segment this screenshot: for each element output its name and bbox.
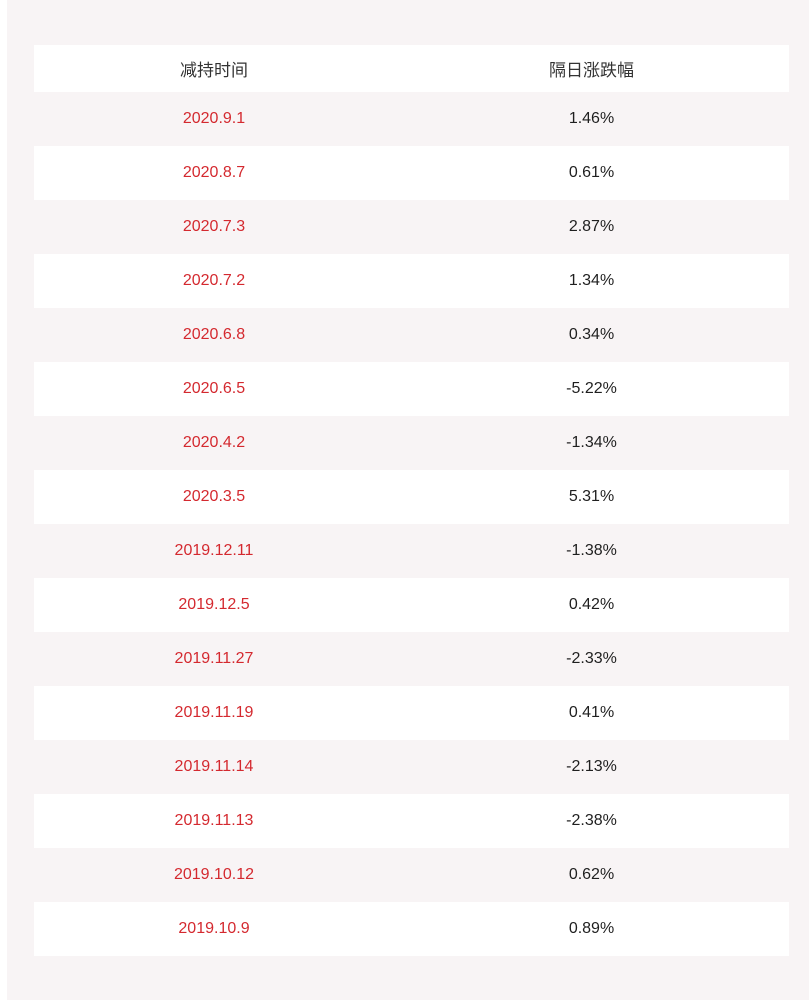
row-date: 2020.7.3 bbox=[182, 218, 246, 235]
row-change: 0.62% bbox=[568, 866, 615, 883]
row-change: -5.22% bbox=[566, 380, 617, 397]
row-change: 0.61% bbox=[568, 164, 615, 181]
row-change: 1.34% bbox=[568, 272, 615, 289]
row-date: 2020.7.2 bbox=[182, 272, 246, 289]
table-row: 2020.6.5 -5.22% bbox=[34, 362, 789, 416]
row-change: -1.38% bbox=[566, 542, 617, 559]
row-change: 0.42% bbox=[568, 596, 615, 613]
table-row: 2019.12.5 0.42% bbox=[34, 578, 789, 632]
row-change: -2.13% bbox=[566, 758, 617, 775]
row-date: 2020.4.2 bbox=[182, 434, 246, 451]
row-change: 0.34% bbox=[568, 326, 615, 343]
table-row: 2019.11.13 -2.38% bbox=[34, 794, 789, 848]
row-change: 5.31% bbox=[568, 488, 615, 505]
row-change: -1.34% bbox=[566, 434, 617, 451]
table-row: 2019.10.12 0.62% bbox=[34, 848, 789, 902]
table-row: 2020.7.3 2.87% bbox=[34, 200, 789, 254]
row-date: 2019.11.19 bbox=[174, 704, 254, 721]
table-row: 2020.4.2 -1.34% bbox=[34, 416, 789, 470]
row-change: 2.87% bbox=[568, 218, 615, 235]
row-date: 2020.6.8 bbox=[182, 326, 246, 343]
header-change: 隔日涨跌幅 bbox=[549, 61, 634, 81]
table-row: 2020.3.5 5.31% bbox=[34, 470, 789, 524]
row-date: 2020.3.5 bbox=[182, 488, 246, 505]
row-date: 2019.11.14 bbox=[174, 758, 254, 775]
row-date: 2019.11.13 bbox=[174, 812, 254, 829]
row-change: -2.33% bbox=[566, 650, 617, 667]
table-row: 2019.11.14 -2.13% bbox=[34, 740, 789, 794]
table-row: 2019.11.19 0.41% bbox=[34, 686, 789, 740]
row-date: 2020.8.7 bbox=[182, 164, 246, 181]
row-date: 2019.10.12 bbox=[173, 866, 255, 883]
table-row: 2020.7.2 1.34% bbox=[34, 254, 789, 308]
table-row: 2019.12.11 -1.38% bbox=[34, 524, 789, 578]
row-change: 1.46% bbox=[568, 110, 615, 127]
table-row: 2019.10.9 0.89% bbox=[34, 902, 789, 956]
row-change: -2.38% bbox=[566, 812, 617, 829]
content-panel: 减持时间 隔日涨跌幅 2020.9.1 1.46% 2020.8.7 0.61%… bbox=[7, 0, 809, 1000]
reduction-table: 减持时间 隔日涨跌幅 2020.9.1 1.46% 2020.8.7 0.61%… bbox=[34, 45, 789, 956]
row-date: 2019.12.11 bbox=[174, 542, 254, 559]
row-date: 2019.11.27 bbox=[174, 650, 254, 667]
table-row: 2020.9.1 1.46% bbox=[34, 92, 789, 146]
table-row: 2020.6.8 0.34% bbox=[34, 308, 789, 362]
row-date: 2020.9.1 bbox=[182, 110, 246, 127]
table-header-row: 减持时间 隔日涨跌幅 bbox=[34, 45, 789, 92]
table-row: 2020.8.7 0.61% bbox=[34, 146, 789, 200]
row-date: 2019.10.9 bbox=[178, 920, 250, 937]
header-date: 减持时间 bbox=[180, 61, 248, 81]
table-row: 2019.11.27 -2.33% bbox=[34, 632, 789, 686]
row-date: 2020.6.5 bbox=[182, 380, 246, 397]
row-change: 0.41% bbox=[568, 704, 615, 721]
row-date: 2019.12.5 bbox=[178, 596, 250, 613]
row-change: 0.89% bbox=[568, 920, 615, 937]
